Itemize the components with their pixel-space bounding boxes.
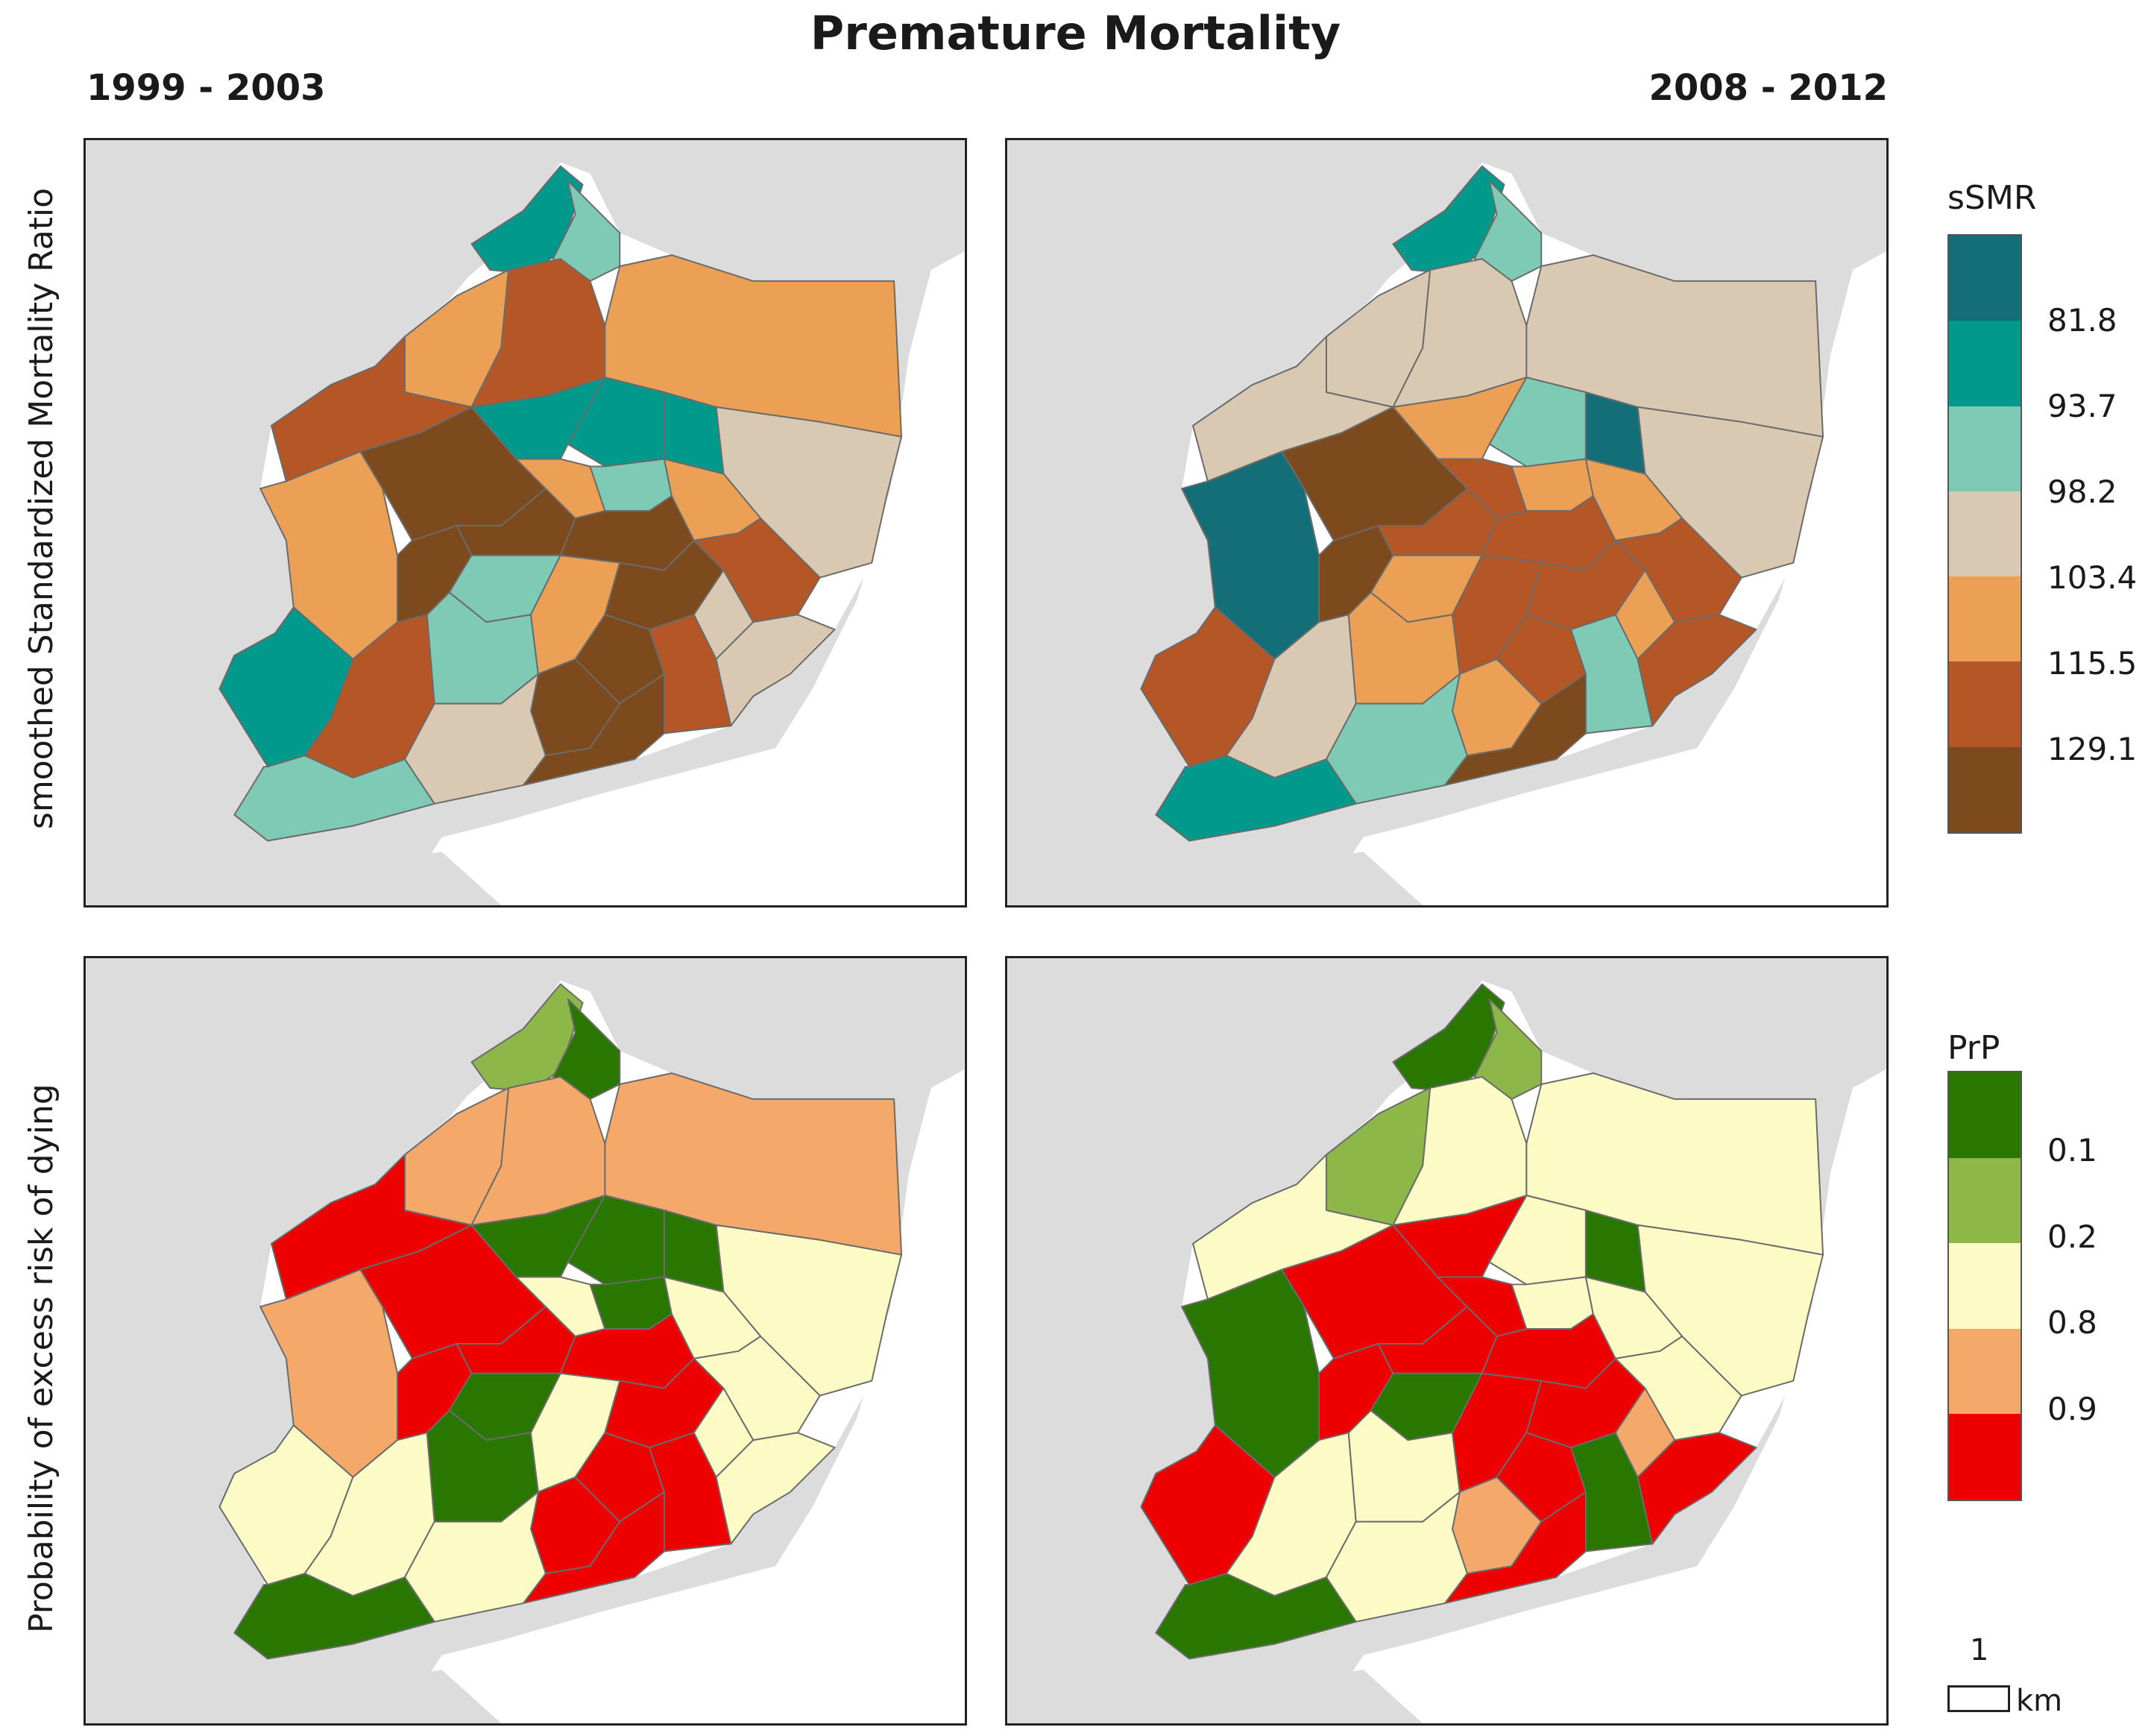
row-label-prp: Probability of excess risk of dying: [22, 1084, 60, 1633]
map-region: [233, 755, 435, 842]
scale-bar-value: 1: [1970, 1633, 1989, 1667]
map-region: [1511, 1276, 1594, 1330]
map-region: [1444, 673, 1587, 786]
map-region: [233, 1573, 435, 1660]
map-region: [1392, 983, 1505, 1092]
map-region: [589, 458, 673, 512]
map-region: [589, 1276, 673, 1330]
map-region: [663, 1210, 725, 1293]
legend-prp: PrP 0.1 0.2 0.8 0.9: [1947, 1029, 2141, 1506]
legend-swatch: [1949, 406, 2021, 491]
map-prp-2008-2012: [1007, 958, 1886, 1723]
legend-ssmr-break-6: 129.1: [2047, 731, 2138, 767]
scale-bar-graphic: [1947, 1685, 2010, 1712]
legend-ssmr-break-4: 103.4: [2047, 559, 2138, 596]
legend-swatch: [1949, 661, 2021, 747]
map-region: [523, 1491, 665, 1604]
legend-prp-swatches: [1947, 1071, 2022, 1501]
period-label-right: 2008 - 2012: [1648, 67, 1888, 109]
legend-ssmr-break-2: 93.7: [2047, 388, 2117, 424]
map-region: [663, 391, 725, 475]
map-ssmr-2008-2012: [1007, 140, 1886, 905]
legend-swatch: [1949, 1072, 2021, 1158]
map-region: [1155, 1573, 1357, 1660]
legend-prp-break-2: 0.2: [2047, 1218, 2097, 1255]
legend-swatch: [1949, 1157, 2021, 1244]
legend-ssmr-break-3: 98.2: [2047, 474, 2117, 510]
map-region: [1584, 1210, 1646, 1293]
period-label-left: 1999 - 2003: [86, 67, 326, 109]
map-region: [1444, 1491, 1587, 1604]
map-region: [1637, 614, 1757, 727]
scale-bar-unit: km: [2016, 1684, 2063, 1718]
map-region: [1155, 755, 1357, 842]
legend-ssmr-break-1: 81.8: [2047, 302, 2117, 339]
map-region: [715, 614, 836, 727]
map-region: [1511, 458, 1594, 512]
map-panel-prp-1999-2003: [84, 956, 967, 1726]
map-region: [715, 1432, 836, 1545]
map-region: [470, 983, 584, 1092]
legend-prp-title: PrP: [1947, 1029, 2000, 1067]
legend-ssmr-break-5: 115.5: [2047, 645, 2138, 682]
legend-ssmr: sSMR 81.8 93.7 98.2 103.4 115.5 129.1: [1947, 179, 2141, 835]
map-region: [1392, 165, 1505, 274]
legend-prp-break-3: 0.8: [2047, 1304, 2097, 1341]
background-land: [1185, 1670, 1423, 1723]
map-region: [523, 673, 665, 786]
map-ssmr-1999-2003: [86, 140, 965, 905]
legend-ssmr-swatches: [1947, 234, 2022, 834]
legend-swatch: [1949, 491, 2021, 577]
map-region: [1584, 391, 1646, 475]
background-land: [264, 852, 502, 905]
legend-swatch: [1949, 236, 2021, 321]
legend-ssmr-title: sSMR: [1947, 179, 2037, 217]
legend-swatch: [1949, 746, 2021, 832]
map-prp-1999-2003: [86, 958, 965, 1723]
map-panel-prp-2008-2012: [1005, 956, 1889, 1726]
map-region: [1637, 1432, 1757, 1545]
legend-swatch: [1949, 576, 2021, 662]
legend-swatch: [1949, 1243, 2021, 1329]
background-land: [1185, 852, 1423, 905]
map-panel-ssmr-2008-2012: [1005, 138, 1889, 908]
legend-prp-break-1: 0.1: [2047, 1132, 2097, 1169]
legend-swatch: [1949, 1414, 2021, 1500]
map-region: [470, 165, 584, 274]
figure-title: Premature Mortality: [810, 6, 1341, 60]
legend-swatch: [1949, 321, 2021, 406]
map-panel-ssmr-1999-2003: [84, 138, 967, 908]
scale-bar: 1 km: [1947, 1633, 2141, 1723]
legend-swatch: [1949, 1328, 2021, 1415]
row-label-ssmr: smoothed Standardized Mortality Ratio: [22, 187, 60, 829]
legend-prp-break-4: 0.9: [2047, 1391, 2097, 1427]
background-land: [264, 1670, 502, 1723]
